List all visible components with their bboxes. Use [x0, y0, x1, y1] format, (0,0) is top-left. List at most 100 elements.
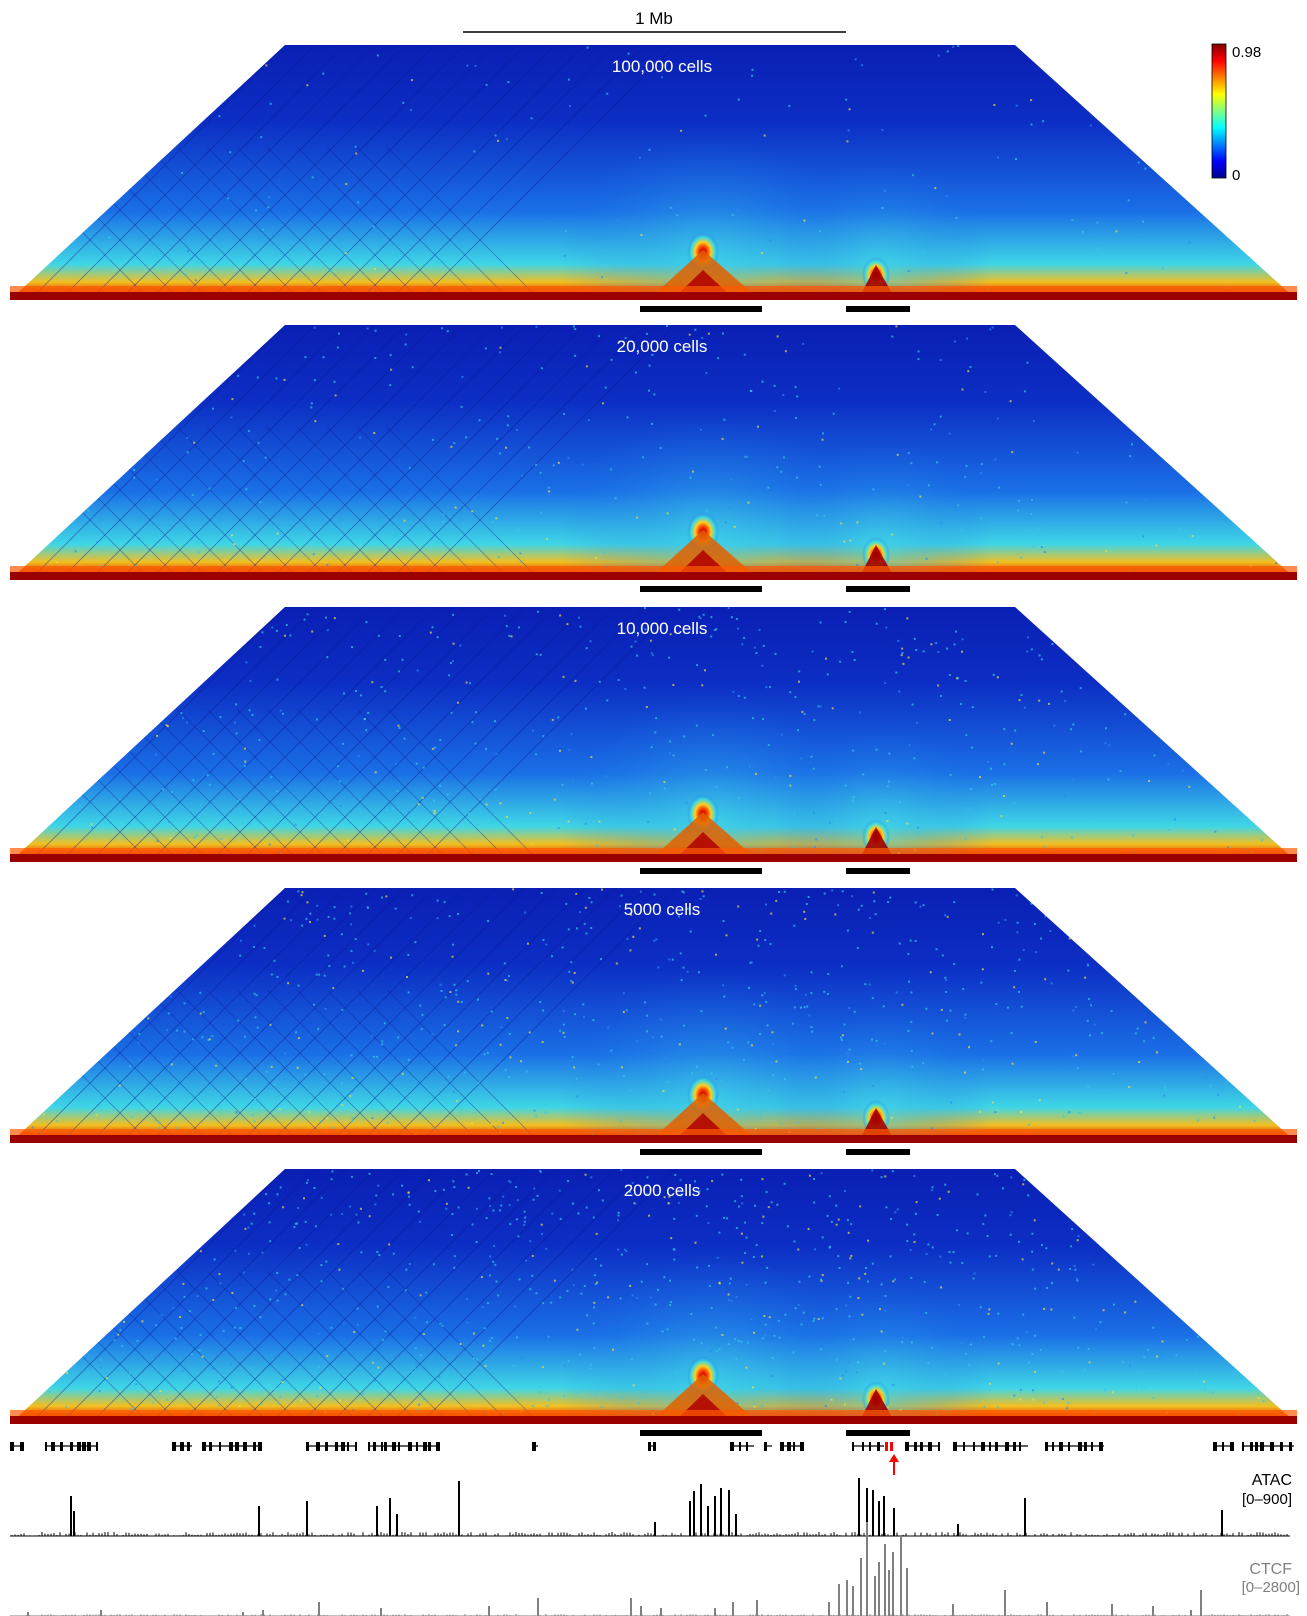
- domain-bar: [640, 1430, 762, 1436]
- track-peak: [1200, 1590, 1202, 1616]
- track-peak: [380, 1608, 382, 1616]
- colorbar-max-label: 0.98: [1232, 44, 1261, 61]
- track-peak: [900, 1536, 902, 1616]
- track-peak: [100, 1610, 102, 1616]
- colorbar-gradient: [1211, 43, 1227, 179]
- track-peak: [73, 1511, 75, 1536]
- track-peak: [756, 1600, 758, 1616]
- track-peak: [258, 1506, 260, 1536]
- track-peak: [488, 1606, 490, 1616]
- heatmap-panels: 100,000 cells 20,000 cells 10,000 cells 500…: [10, 45, 1297, 1436]
- track-peak: [858, 1478, 860, 1536]
- panel-title: 20,000 cells: [617, 337, 708, 356]
- track-peak: [318, 1602, 320, 1616]
- heatmap-panel: 2000 cells: [10, 1169, 1297, 1436]
- track-peak: [860, 1558, 862, 1616]
- track-peak: [957, 1524, 959, 1536]
- track-peak: [70, 1496, 72, 1536]
- heatmap-diagonal: [10, 572, 1297, 580]
- track-peak: [866, 1522, 868, 1616]
- track-peak: [872, 1490, 874, 1536]
- heatmap-diagonal: [10, 854, 1297, 862]
- track-peak: [27, 1612, 29, 1616]
- track-peak: [838, 1584, 840, 1616]
- ctcf-track-range: [0–2800]: [1242, 1579, 1300, 1596]
- highlighted-element: [890, 1442, 893, 1451]
- track-peak: [846, 1580, 848, 1616]
- track-peak: [878, 1501, 880, 1536]
- colorbar-min-label: 0: [1232, 167, 1240, 184]
- track-peak: [728, 1490, 730, 1536]
- highlighted-element: [885, 1442, 888, 1451]
- track-peak: [1152, 1606, 1154, 1616]
- domain-bar: [846, 586, 910, 592]
- domain-bar: [846, 868, 910, 874]
- scale-bar-label: 1 Mb: [635, 9, 673, 28]
- track-peak: [888, 1570, 890, 1616]
- track-peak: [732, 1602, 734, 1616]
- colorbar: 0.98 0: [1211, 43, 1261, 184]
- track-peak: [689, 1501, 691, 1536]
- track-peak: [537, 1598, 539, 1616]
- domain-bar: [846, 1149, 910, 1155]
- track-peak: [906, 1568, 908, 1616]
- panel-title: 10,000 cells: [617, 619, 708, 638]
- track-peak: [720, 1488, 722, 1536]
- track-peak: [952, 1604, 954, 1616]
- track-peak: [707, 1506, 709, 1536]
- track-peak: [1221, 1510, 1223, 1536]
- ctcf-track-label: CTCF: [1249, 1561, 1292, 1578]
- track-peak: [306, 1501, 308, 1536]
- track-peak: [735, 1514, 737, 1536]
- domain-bar: [640, 1149, 762, 1155]
- heatmap-panel: 20,000 cells: [10, 325, 1297, 592]
- track-peak: [884, 1544, 886, 1616]
- track-peak: [396, 1514, 398, 1536]
- track-peak: [389, 1498, 391, 1536]
- track-peak: [242, 1612, 244, 1616]
- track-peak: [262, 1610, 264, 1616]
- atac-track-label: ATAC: [1252, 1472, 1292, 1489]
- atac-track-range: [0–900]: [1242, 1491, 1292, 1508]
- track-peak: [376, 1506, 378, 1536]
- domain-bar: [640, 586, 762, 592]
- track-peak: [714, 1608, 716, 1616]
- track-peak: [700, 1484, 702, 1536]
- track-peak: [878, 1562, 880, 1616]
- track-peak: [892, 1552, 894, 1616]
- track-peak: [893, 1508, 895, 1536]
- track-peak: [1024, 1498, 1026, 1536]
- track-peak: [630, 1598, 632, 1616]
- heatmap-panel: 5000 cells: [10, 888, 1297, 1155]
- heatmap-diagonal: [10, 1135, 1297, 1143]
- track-peak: [1111, 1604, 1113, 1616]
- scale-bar: 1 Mb: [463, 9, 846, 33]
- track-peak: [693, 1491, 695, 1536]
- domain-bar: [640, 868, 762, 874]
- heatmap-panel: 100,000 cells: [10, 45, 1297, 312]
- track-peak: [1004, 1590, 1006, 1616]
- panel-title: 2000 cells: [624, 1181, 701, 1200]
- domain-bar: [846, 306, 910, 312]
- track-peak: [852, 1586, 854, 1616]
- track-peak: [874, 1576, 876, 1616]
- domain-bar: [640, 306, 762, 312]
- heatmap-diagonal: [10, 1416, 1297, 1424]
- track-peak: [828, 1602, 830, 1616]
- panel-title: 5000 cells: [624, 900, 701, 919]
- atac-track: ATAC [0–900]: [10, 1472, 1292, 1537]
- heatmap-diagonal: [10, 292, 1297, 300]
- track-peak: [883, 1496, 885, 1536]
- track-peak: [640, 1606, 642, 1616]
- track-peak: [1190, 1610, 1192, 1616]
- track-peak: [458, 1481, 460, 1536]
- track-peak: [660, 1608, 662, 1616]
- track-peak: [714, 1496, 716, 1536]
- panel-title: 100,000 cells: [612, 57, 712, 76]
- heatmap-panel: 10,000 cells: [10, 607, 1297, 874]
- track-peak: [866, 1488, 868, 1536]
- track-peak: [1046, 1602, 1048, 1616]
- gene-annotation-track: [10, 1442, 1294, 1475]
- domain-bar: [846, 1430, 910, 1436]
